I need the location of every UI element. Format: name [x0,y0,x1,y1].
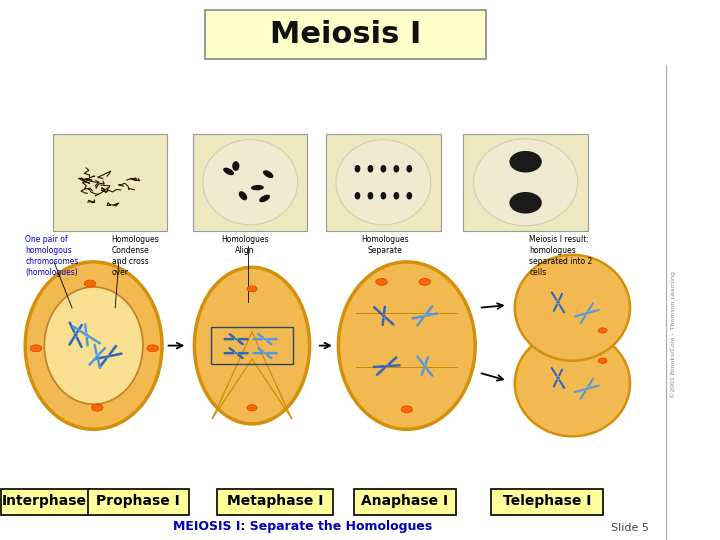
Ellipse shape [401,406,413,413]
Ellipse shape [338,262,475,429]
Text: Homologues
Align: Homologues Align [221,235,269,255]
Ellipse shape [45,287,143,404]
Ellipse shape [147,345,158,352]
Text: Homologues
Condense
and cross
over: Homologues Condense and cross over [112,235,159,277]
Text: Prophase I: Prophase I [96,494,180,508]
Ellipse shape [232,161,240,171]
Text: Metaphase I: Metaphase I [227,494,323,508]
Ellipse shape [380,192,386,199]
Ellipse shape [355,165,361,172]
Ellipse shape [394,165,399,172]
Ellipse shape [336,140,431,225]
Ellipse shape [585,312,589,315]
Text: One pair of
homologous
chromosomes
(homologues): One pair of homologous chromosomes (homo… [25,235,78,277]
Text: Anaphase I: Anaphase I [361,494,449,508]
Text: Interphase: Interphase [2,494,87,508]
Ellipse shape [91,404,103,411]
Ellipse shape [598,328,607,333]
Ellipse shape [510,151,542,173]
Ellipse shape [259,195,270,202]
Ellipse shape [84,333,89,336]
Ellipse shape [406,192,412,199]
Ellipse shape [95,355,99,358]
Text: Homologues
Separate: Homologues Separate [361,235,409,255]
Ellipse shape [203,140,297,225]
Ellipse shape [106,355,110,358]
Ellipse shape [247,286,257,292]
FancyBboxPatch shape [326,134,441,231]
Ellipse shape [510,192,542,214]
Ellipse shape [251,185,264,191]
Ellipse shape [73,333,78,336]
Ellipse shape [235,352,238,354]
Ellipse shape [247,404,257,411]
Ellipse shape [598,358,607,363]
Ellipse shape [474,139,577,226]
Ellipse shape [423,314,427,318]
Ellipse shape [367,192,373,199]
Ellipse shape [264,338,266,340]
Ellipse shape [556,301,560,304]
Ellipse shape [30,345,42,352]
FancyBboxPatch shape [88,489,189,515]
Ellipse shape [515,330,630,436]
Ellipse shape [394,192,399,199]
Text: ©2001 Brooks/Cole – Thomson Learning: ©2001 Brooks/Cole – Thomson Learning [670,272,676,398]
Ellipse shape [367,165,373,172]
Ellipse shape [264,352,266,354]
Text: Meiosis I: Meiosis I [270,19,421,49]
Ellipse shape [194,267,310,424]
Ellipse shape [376,279,387,285]
Ellipse shape [585,387,589,390]
Ellipse shape [406,165,412,172]
Ellipse shape [423,364,427,368]
Text: Meiosis I result:
homologues
separated into 2
cells: Meiosis I result: homologues separated i… [529,235,593,277]
FancyBboxPatch shape [1,489,89,515]
Ellipse shape [223,167,234,176]
FancyBboxPatch shape [491,489,603,515]
FancyBboxPatch shape [217,489,333,515]
Ellipse shape [384,364,389,368]
FancyBboxPatch shape [205,10,486,59]
Ellipse shape [239,191,247,200]
FancyBboxPatch shape [354,489,456,515]
Ellipse shape [235,338,238,340]
Ellipse shape [556,376,560,380]
Ellipse shape [263,170,274,178]
Ellipse shape [419,279,431,285]
Ellipse shape [515,255,630,361]
Ellipse shape [382,314,386,318]
Text: MEIOSIS I: Separate the Homologues: MEIOSIS I: Separate the Homologues [173,520,432,533]
Ellipse shape [84,280,96,287]
FancyBboxPatch shape [193,134,307,231]
Ellipse shape [355,192,361,199]
Text: Slide 5: Slide 5 [611,523,649,533]
FancyBboxPatch shape [463,134,588,231]
Ellipse shape [380,165,386,172]
FancyBboxPatch shape [53,134,167,231]
Text: Telephase I: Telephase I [503,494,591,508]
Ellipse shape [25,262,162,429]
